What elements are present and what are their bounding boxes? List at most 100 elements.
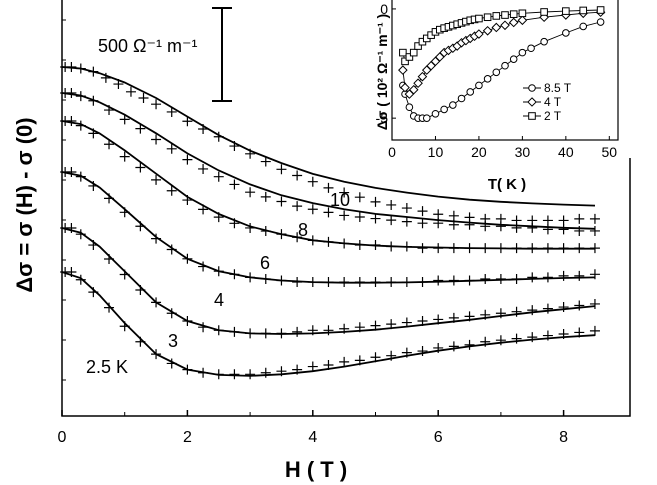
data-point — [245, 272, 256, 283]
data-point — [307, 361, 318, 372]
inset-point — [475, 81, 483, 90]
data-point — [166, 185, 177, 196]
inset-point — [500, 20, 510, 31]
data-point — [119, 321, 130, 332]
data-point — [542, 303, 553, 314]
inset-point — [579, 22, 588, 31]
data-point — [339, 356, 350, 367]
inset-x-tick-label: 50 — [602, 144, 618, 160]
data-point — [182, 154, 193, 165]
inset-point — [596, 6, 605, 14]
data-point — [401, 277, 412, 288]
data-point — [417, 277, 428, 288]
inset-point — [457, 94, 466, 103]
inset-x-tick-label: 0 — [388, 144, 396, 160]
data-point — [75, 171, 86, 182]
data-point — [151, 174, 162, 185]
inset-point — [482, 25, 493, 36]
data-point — [198, 204, 209, 215]
x-tick-label: 4 — [308, 429, 317, 446]
data-point — [574, 300, 585, 311]
data-point — [292, 232, 303, 243]
data-point — [542, 243, 553, 254]
data-point — [75, 63, 86, 74]
data-point — [433, 275, 444, 286]
x-tick-label: 6 — [434, 429, 443, 446]
data-point — [480, 309, 491, 320]
inset-point — [527, 97, 537, 107]
data-point — [104, 302, 115, 313]
curve-label: 10 — [330, 190, 350, 210]
data-point — [354, 212, 365, 222]
data-point — [339, 277, 350, 288]
data-point — [433, 243, 444, 254]
inset-point — [414, 42, 422, 50]
inset-point — [540, 8, 548, 16]
inset-point — [501, 11, 509, 19]
data-point — [323, 236, 334, 247]
inset-point — [440, 105, 448, 114]
data-point — [213, 131, 224, 142]
data-point — [213, 325, 224, 336]
data-point — [339, 210, 350, 221]
data-point — [589, 325, 600, 336]
data-point — [401, 241, 412, 252]
inset-point — [509, 10, 518, 18]
data-point — [276, 196, 287, 207]
data-point — [88, 95, 99, 106]
data-point — [542, 224, 553, 235]
inset-point — [528, 84, 536, 92]
inset-point — [405, 103, 414, 112]
data-point — [370, 240, 381, 250]
curve-label: 3 — [168, 331, 178, 351]
inset-x-tick-label: 10 — [428, 144, 444, 160]
curve-label: 8 — [298, 220, 308, 240]
x-tick-label: 2 — [183, 429, 192, 446]
data-point — [213, 266, 224, 277]
inset-plot — [398, 6, 606, 122]
inset-point — [518, 48, 527, 57]
data-point — [527, 243, 538, 254]
inset-point — [528, 112, 536, 120]
data-point — [574, 327, 585, 338]
data-point — [370, 213, 381, 224]
data-point — [417, 346, 428, 357]
data-point — [495, 243, 506, 254]
data-point — [276, 328, 287, 339]
data-point — [401, 216, 412, 227]
inset-frame — [391, 0, 619, 141]
data-point — [260, 367, 271, 378]
data-point — [88, 128, 99, 139]
data-point — [88, 287, 99, 298]
data-point — [323, 182, 334, 193]
data-point — [386, 199, 397, 210]
data-point — [354, 240, 365, 250]
data-point — [480, 273, 491, 284]
inset-point — [492, 12, 501, 20]
data-point — [464, 275, 475, 286]
data-point — [182, 116, 193, 127]
inset-point — [408, 84, 419, 95]
inset-point — [413, 78, 423, 89]
data-point — [464, 219, 475, 230]
data-point — [417, 243, 428, 254]
inset-y-axis-title: Δσ ( 10² Ω⁻¹ m⁻¹ ) — [374, 14, 390, 130]
data-point — [75, 120, 86, 131]
data-point — [386, 319, 397, 330]
data-point — [166, 244, 177, 255]
data-point — [307, 277, 318, 288]
data-point — [433, 314, 444, 325]
data-point — [386, 241, 397, 252]
main-series-2: 8 — [60, 88, 600, 240]
data-point — [119, 114, 130, 125]
data-point — [448, 312, 459, 323]
data-point — [464, 243, 475, 254]
data-point — [307, 176, 318, 187]
inset-point — [401, 57, 409, 66]
data-point — [542, 215, 553, 226]
data-point — [135, 123, 146, 134]
data-point — [151, 99, 162, 110]
data-point — [307, 325, 318, 336]
data-point — [75, 91, 86, 102]
data-point — [589, 269, 600, 280]
